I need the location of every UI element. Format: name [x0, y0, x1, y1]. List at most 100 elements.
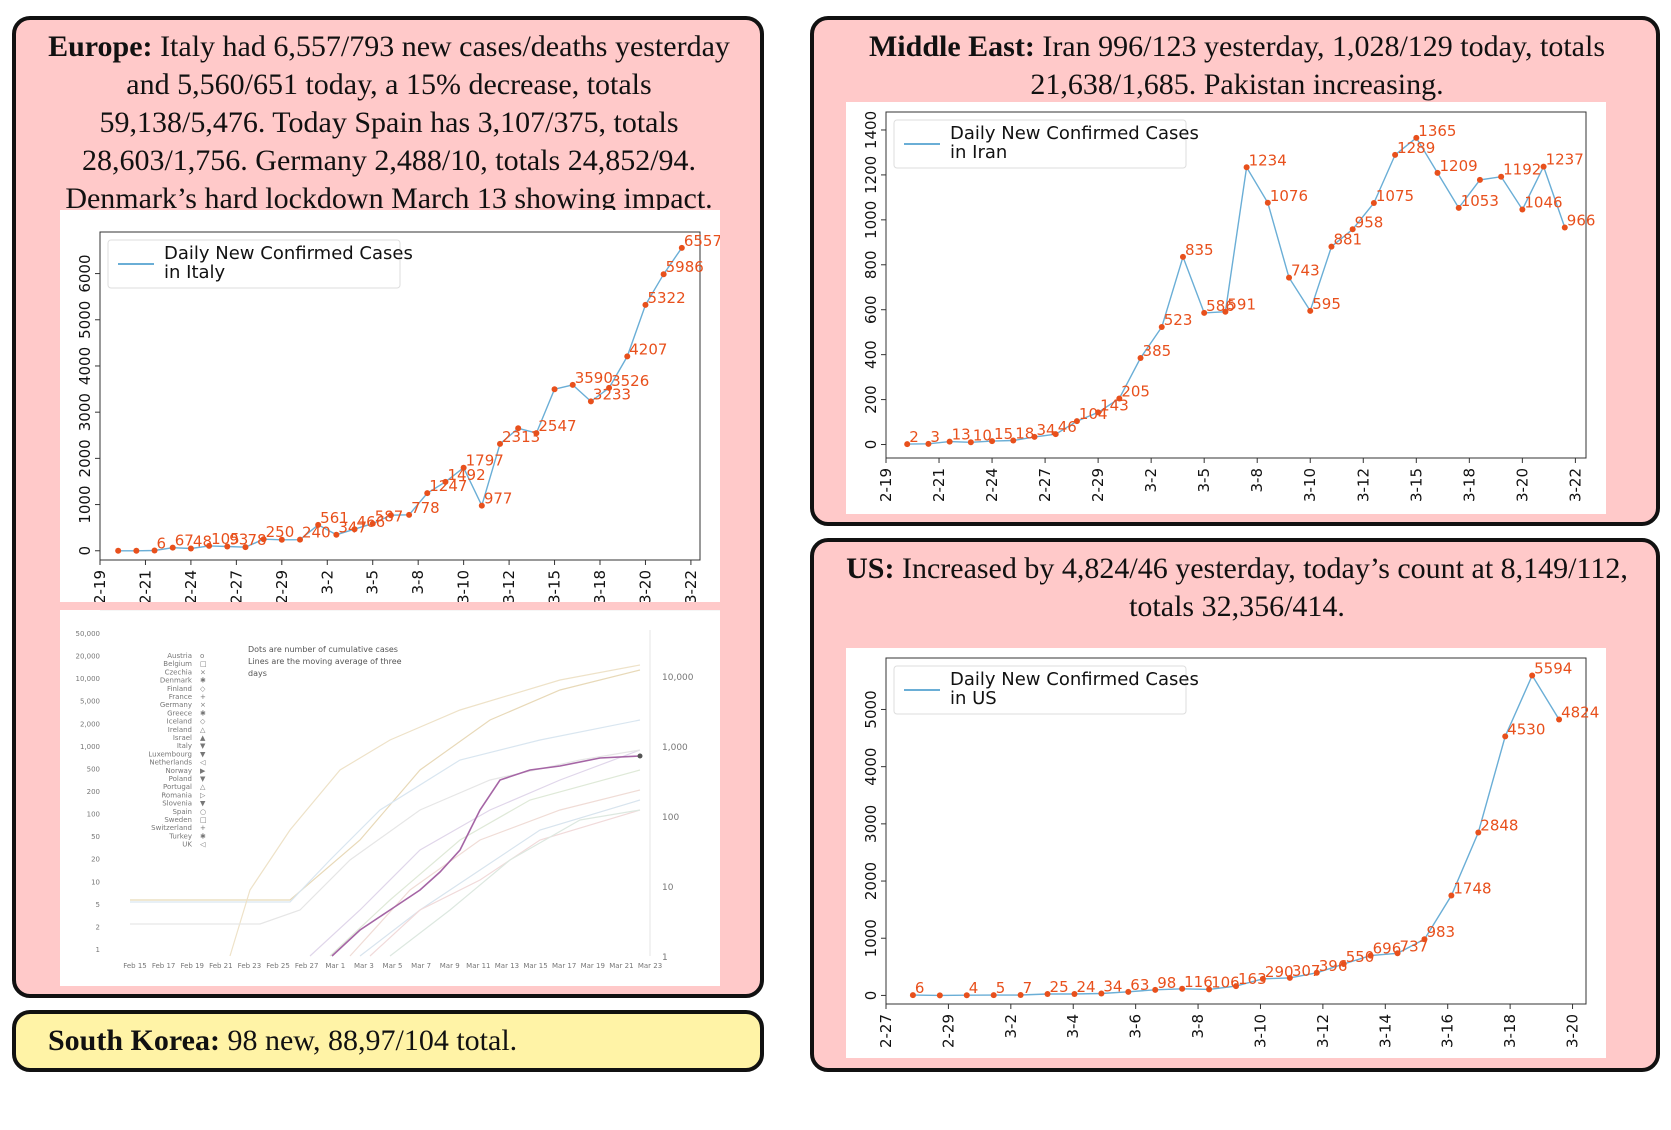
tracker-note: Dots are number of cumulative cases — [248, 645, 398, 654]
data-point — [1340, 960, 1347, 967]
x-tick-label: 3-12 — [500, 570, 518, 602]
tracker-country-marker: × — [200, 668, 206, 676]
data-point — [442, 478, 449, 485]
data-point — [387, 512, 394, 519]
data-point — [1017, 992, 1024, 999]
data-point — [946, 438, 953, 445]
x-tick-label: 3-20 — [1564, 1014, 1582, 1048]
tracker-country-marker: ◇ — [200, 685, 206, 693]
data-point — [1125, 988, 1132, 995]
tracker-left-tick: 1,000 — [80, 743, 100, 751]
data-label: 696 — [1373, 940, 1402, 958]
data-label: 18 — [1015, 424, 1034, 442]
y-tick-label: 1000 — [76, 485, 94, 523]
x-tick-label: 3-14 — [1376, 1014, 1394, 1048]
tracker-country-label: Israel — [173, 734, 192, 742]
middle-east-text: Middle East: Iran 996/123 yesterday, 1,0… — [834, 28, 1640, 104]
tracker-x-tick: Mar 7 — [411, 962, 431, 970]
data-point — [1561, 224, 1568, 231]
data-point — [278, 536, 285, 543]
data-point — [642, 301, 649, 308]
data-point — [1307, 307, 1314, 314]
tracker-country-marker: ▶ — [200, 767, 206, 775]
data-point — [460, 464, 467, 471]
data-label: 78 — [247, 531, 266, 549]
data-point — [1264, 199, 1271, 206]
tracker-left-tick: 2,000 — [80, 720, 100, 728]
data-point — [1529, 672, 1536, 679]
tracker-left-tick: 10 — [91, 878, 100, 886]
data-point — [1031, 433, 1038, 440]
legend-label: Daily New Confirmed Cases — [164, 243, 413, 264]
x-tick-label: 3-10 — [455, 570, 473, 602]
tracker-country-label: UK — [182, 841, 192, 849]
data-label: 1192 — [1503, 161, 1541, 179]
x-tick-label: 3-18 — [591, 570, 609, 602]
y-tick-label: 1000 — [862, 919, 880, 957]
data-point — [224, 543, 231, 550]
x-tick-label: 3-5 — [1195, 468, 1213, 493]
data-label: 4530 — [1507, 720, 1545, 738]
tracker-x-tick: Mar 1 — [325, 962, 345, 970]
x-tick-label: 3-2 — [318, 570, 336, 595]
data-label: 2313 — [502, 428, 540, 446]
data-label: 163 — [1238, 970, 1267, 988]
legend-box — [893, 119, 1187, 169]
tracker-left-tick: 50 — [91, 833, 100, 841]
tracker-faded-line — [369, 809, 641, 957]
data-label: 835 — [1185, 241, 1214, 259]
tracker-x-tick: Mar 5 — [383, 962, 403, 970]
data-point — [1502, 733, 1509, 740]
legend-label: in Iran — [950, 142, 1007, 163]
tracker-country-marker: ▲ — [200, 734, 206, 742]
tracker-country-label: Italy — [177, 742, 192, 750]
data-point — [1540, 163, 1547, 170]
data-label: 550 — [1346, 948, 1375, 966]
y-tick-label: 2000 — [76, 439, 94, 477]
tracker-country-label: Slovenia — [162, 800, 192, 808]
y-tick-label: 5000 — [862, 690, 880, 728]
tracker-x-tick: Feb 25 — [266, 962, 290, 970]
x-tick-label: 3-15 — [546, 570, 564, 602]
data-label: 958 — [1355, 213, 1384, 231]
data-label: 34 — [1036, 421, 1055, 439]
data-point — [1233, 983, 1239, 990]
data-label: 10 — [973, 426, 992, 444]
tracker-country-marker: ▼ — [200, 800, 206, 808]
tracker-left-tick: 200 — [87, 788, 100, 796]
data-label: 1289 — [1397, 139, 1435, 157]
data-label: 523 — [1164, 311, 1193, 329]
data-label: 1234 — [1249, 151, 1287, 169]
data-label: 396 — [1319, 957, 1348, 975]
data-point — [133, 547, 140, 554]
tracker-country-marker: × — [200, 701, 206, 709]
data-label: 737 — [1400, 937, 1429, 955]
data-label: 4824 — [1561, 704, 1599, 722]
data-point — [1052, 431, 1059, 438]
data-point — [551, 386, 558, 393]
data-label: 7 — [1023, 979, 1033, 997]
tracker-right-tick: 10,000 — [662, 673, 694, 683]
data-point — [1476, 176, 1483, 183]
series-line — [907, 136, 1566, 445]
tracker-x-tick: Mar 17 — [552, 962, 576, 970]
x-tick-label: 3-2 — [1142, 468, 1160, 493]
data-label: 24 — [1076, 978, 1095, 996]
data-point — [1206, 986, 1213, 993]
y-tick-label: 0 — [76, 546, 94, 556]
data-label: 63 — [1130, 976, 1149, 994]
x-tick-label: 3-2 — [1002, 1014, 1020, 1039]
data-point — [1475, 829, 1482, 836]
tracker-country-label: Portugal — [163, 783, 192, 791]
data-point — [606, 384, 613, 391]
tracker-country-label: Turkey — [168, 832, 192, 840]
data-label: 2 — [909, 428, 919, 446]
data-point — [1116, 395, 1123, 402]
tracker-country-marker: ▷ — [200, 791, 206, 799]
tracker-country-marker: + — [200, 824, 206, 832]
tracker-country-marker: ○ — [200, 808, 206, 816]
x-tick-label: 3-18 — [1501, 1014, 1519, 1048]
data-point — [1498, 173, 1505, 180]
data-label: 250 — [266, 523, 295, 541]
data-label: 290 — [1265, 963, 1294, 981]
